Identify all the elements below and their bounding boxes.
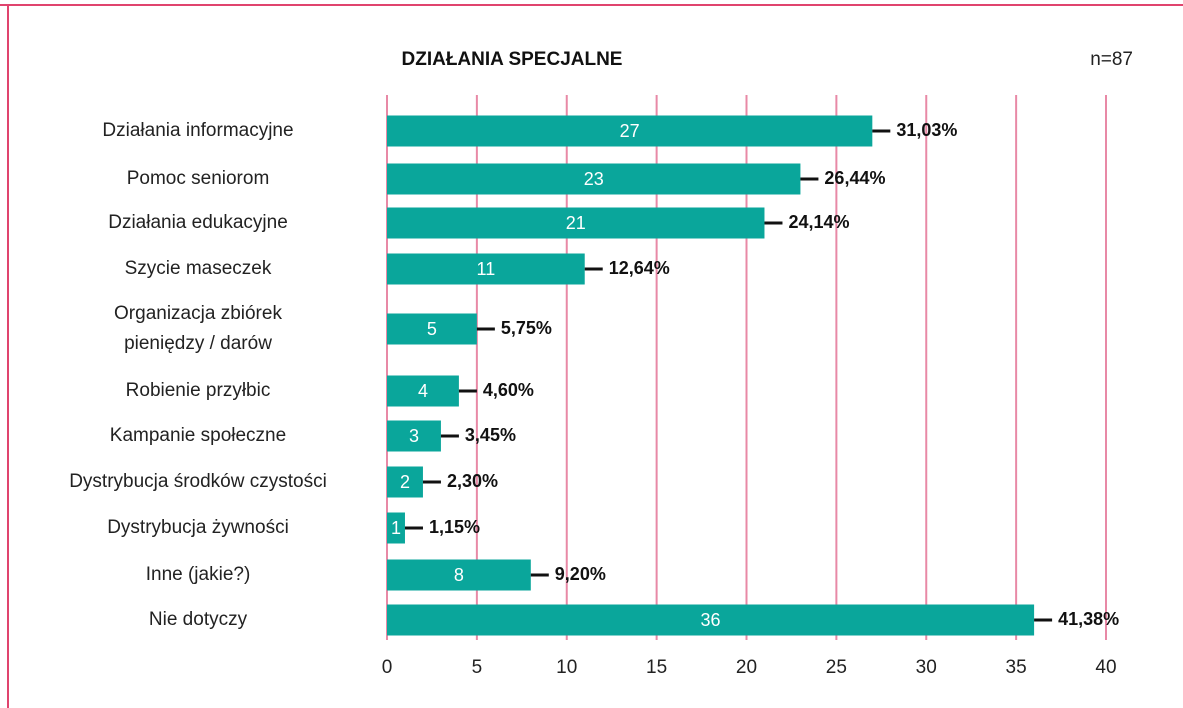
category-label: Dystrybucja środków czystości [69, 471, 327, 492]
percent-label: 41,38% [1058, 609, 1119, 629]
bar-value-label: 11 [477, 259, 496, 279]
percent-label: 5,75% [501, 318, 552, 338]
x-tick-label: 25 [826, 657, 847, 678]
bar-value-label: 1 [391, 518, 401, 538]
category-label: Działania edukacyjne [108, 212, 288, 233]
percent-label: 12,64% [609, 258, 670, 278]
bar [387, 163, 801, 195]
x-tick-label: 30 [916, 657, 937, 678]
x-tick-label: 0 [382, 657, 393, 678]
x-tick-label: 10 [556, 657, 577, 678]
category-label: Działania informacyjne [102, 120, 294, 141]
x-tick-label: 35 [1006, 657, 1027, 678]
bar-value-label: 21 [566, 213, 586, 233]
percent-label: 2,30% [447, 471, 498, 491]
category-label: Inne (jakie?) [145, 564, 251, 585]
percent-label: 26,44% [824, 168, 885, 188]
bar [387, 559, 531, 591]
bar [387, 253, 585, 285]
category-label: Robienie przyłbic [125, 380, 271, 401]
bar-value-label: 36 [701, 610, 721, 630]
category-label: Kampanie społeczne [109, 425, 287, 446]
category-label: Organizacja zbiórek pieniędzy / darów [114, 303, 282, 354]
bar [387, 420, 441, 452]
x-tick-label: 5 [472, 657, 483, 678]
percent-label: 1,15% [429, 517, 480, 537]
percent-label: 24,14% [788, 212, 849, 232]
percent-label: 4,60% [483, 380, 534, 400]
bar-value-label: 4 [418, 381, 428, 401]
bar-value-label: 2 [400, 472, 410, 492]
bar [387, 466, 423, 498]
percent-label: 9,20% [555, 564, 606, 584]
x-tick-label: 40 [1095, 657, 1116, 678]
bar-value-label: 8 [454, 565, 464, 585]
bar-value-label: 27 [620, 121, 640, 141]
bar-value-label: 3 [409, 426, 419, 446]
category-label: Nie dotyczy [148, 609, 248, 630]
chart-title: DZIAŁANIA SPECJALNE [402, 49, 623, 70]
x-tick-label: 15 [646, 657, 667, 678]
bar-value-label: 23 [584, 169, 604, 189]
bar [387, 313, 477, 345]
bar [387, 115, 873, 147]
percent-label: 3,45% [465, 425, 516, 445]
percent-label: 31,03% [896, 120, 957, 140]
x-tick-label: 20 [736, 657, 757, 678]
sample-size: n=87 [1090, 49, 1133, 70]
bar [387, 375, 459, 407]
bar [387, 512, 405, 544]
bar [387, 207, 765, 239]
category-label: Szycie maseczek [124, 258, 272, 279]
bar [387, 604, 1035, 636]
category-label: Dystrybucja żywności [107, 517, 289, 538]
category-label: Pomoc seniorom [126, 168, 270, 189]
bar-value-label: 5 [427, 319, 437, 339]
